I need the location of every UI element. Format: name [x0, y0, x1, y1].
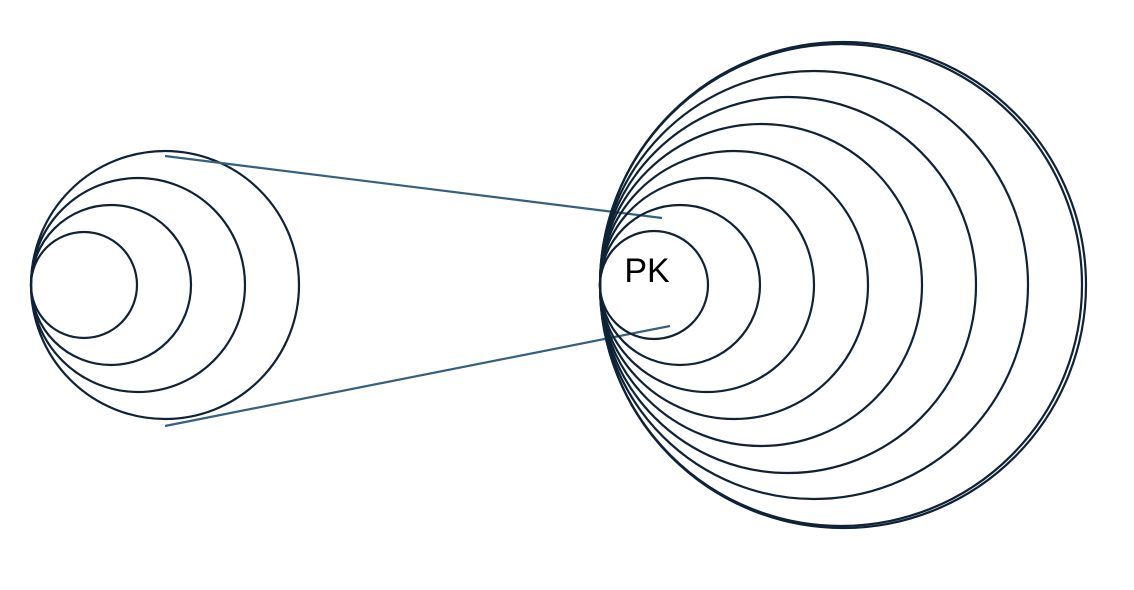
- left-ring-4: [29, 149, 301, 421]
- zoom-connector-lines: [164, 154, 671, 428]
- right-ring-8: [598, 42, 1084, 528]
- left-ring-cluster: [29, 149, 301, 421]
- top-connector-line: [164, 154, 663, 220]
- left-ring-1: [29, 230, 139, 340]
- right-ring-9: [598, 40, 1088, 530]
- center-label: PK: [624, 252, 670, 290]
- left-ring-2: [29, 203, 193, 367]
- bottom-connector-line: [164, 324, 671, 428]
- right-ring-cluster: [598, 40, 1088, 530]
